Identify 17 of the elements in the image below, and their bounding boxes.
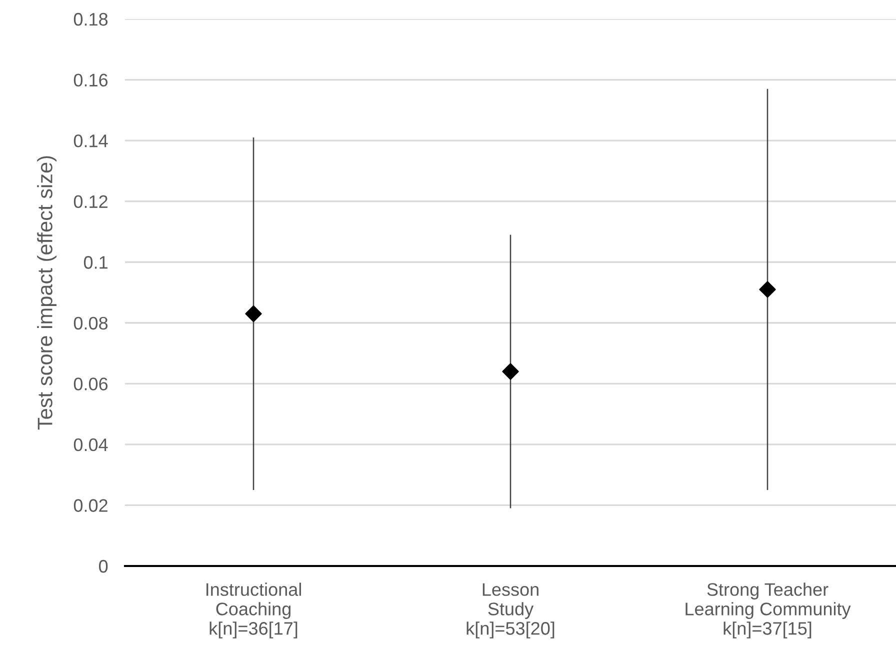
x-tick-label: Strong Teacher Learning Community k[n]=37[15]: [686, 582, 851, 638]
y-tick-label: 0.08: [74, 316, 108, 330]
point: [245, 305, 262, 322]
y-tick-label: 0.02: [74, 499, 108, 512]
y-tick-label: 0.04: [74, 438, 108, 452]
y-tick-label: 0.06: [74, 378, 108, 390]
point: [759, 281, 776, 298]
y-tick-label: 0.18: [74, 12, 108, 26]
y-axis-title: Test score impact (effect size): [37, 156, 57, 430]
x-tick-label: Instructional Coaching k[n]=36[17]: [206, 582, 301, 638]
x-tick-label: Lesson Study k[n]=53[20]: [466, 583, 554, 638]
y-tick-label: 0.16: [74, 74, 108, 86]
y-tick-label: 0.12: [74, 195, 108, 208]
y-tick-label: 0.1: [84, 256, 108, 269]
point: [502, 363, 519, 380]
y-tick-label: 0.14: [74, 134, 108, 148]
y-tick-label: 0: [99, 560, 108, 573]
